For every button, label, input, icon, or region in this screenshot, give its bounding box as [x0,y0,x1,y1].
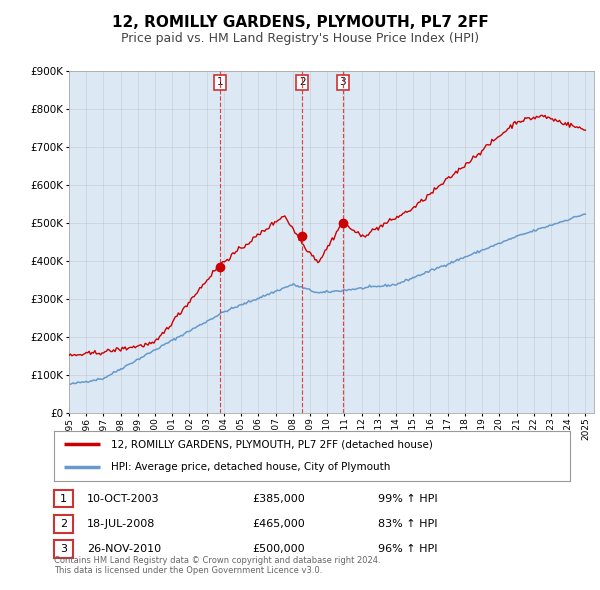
Text: 83% ↑ HPI: 83% ↑ HPI [378,519,437,529]
Text: £385,000: £385,000 [252,494,305,503]
Text: 99% ↑ HPI: 99% ↑ HPI [378,494,437,503]
Text: 1: 1 [60,494,67,503]
Text: 12, ROMILLY GARDENS, PLYMOUTH, PL7 2FF (detached house): 12, ROMILLY GARDENS, PLYMOUTH, PL7 2FF (… [111,439,433,449]
Text: 3: 3 [340,77,346,87]
Text: 18-JUL-2008: 18-JUL-2008 [87,519,155,529]
Text: 3: 3 [60,545,67,554]
Text: 10-OCT-2003: 10-OCT-2003 [87,494,160,503]
Text: 1: 1 [217,77,223,87]
Text: 26-NOV-2010: 26-NOV-2010 [87,545,161,554]
Text: 96% ↑ HPI: 96% ↑ HPI [378,545,437,554]
Text: 2: 2 [299,77,305,87]
Text: 12, ROMILLY GARDENS, PLYMOUTH, PL7 2FF: 12, ROMILLY GARDENS, PLYMOUTH, PL7 2FF [112,15,488,30]
Text: Price paid vs. HM Land Registry's House Price Index (HPI): Price paid vs. HM Land Registry's House … [121,32,479,45]
Text: 2: 2 [60,519,67,529]
Text: £500,000: £500,000 [252,545,305,554]
Text: HPI: Average price, detached house, City of Plymouth: HPI: Average price, detached house, City… [111,463,390,473]
Text: Contains HM Land Registry data © Crown copyright and database right 2024.
This d: Contains HM Land Registry data © Crown c… [54,556,380,575]
Text: £465,000: £465,000 [252,519,305,529]
